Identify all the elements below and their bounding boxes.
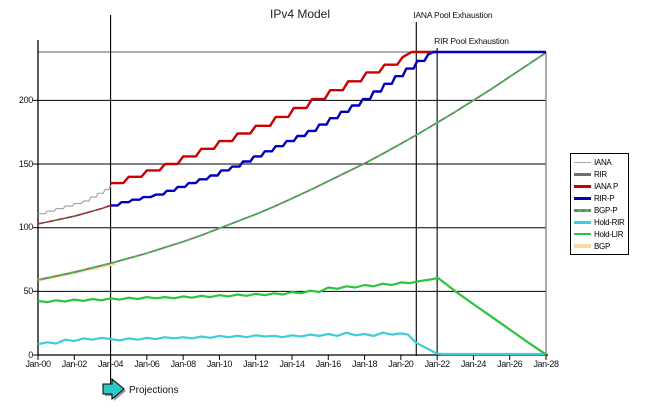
x-tick-label: Jan-00 xyxy=(25,359,51,369)
x-tick-label: Jan-22 xyxy=(424,359,451,369)
x-tick-label: Jan-10 xyxy=(206,359,233,369)
x-tick-label: Jan-04 xyxy=(98,359,124,369)
projections-label: Projections xyxy=(129,385,179,396)
x-tick-label: Jan-06 xyxy=(134,359,160,369)
legend-label: BGP-P xyxy=(594,205,618,215)
series-bgp-p-green-fit xyxy=(37,51,547,281)
series-rir-p xyxy=(110,50,546,207)
iana-pool-exhaustion-label: IANA Pool Exhaustion xyxy=(413,10,493,20)
series-iana-p xyxy=(110,50,438,185)
legend-item-rir: RIR xyxy=(571,169,628,180)
legend-swatch xyxy=(574,208,591,212)
legend-swatch xyxy=(574,244,591,248)
series-hold-lir xyxy=(37,276,547,356)
legend-item-rir-p: RIR-P xyxy=(571,193,628,204)
y-tick-label: 200 xyxy=(18,94,33,105)
series-hold-rir xyxy=(37,331,546,356)
x-tick-label: Jan-14 xyxy=(279,359,305,369)
series-bgp-p xyxy=(37,51,547,281)
x-tick-label: Jan-16 xyxy=(315,359,342,369)
x-tick-label: Jan-24 xyxy=(460,359,487,369)
legend-item-bgp-p: BGP-P xyxy=(571,205,628,216)
legend-item-hold-lir: Hold-LIR xyxy=(571,229,628,240)
legend-item-iana: IANA xyxy=(571,157,628,168)
legend-swatch xyxy=(574,233,591,235)
legend-swatch xyxy=(574,184,591,188)
y-tick-label: 0 xyxy=(28,349,33,360)
legend-swatch xyxy=(574,220,591,224)
x-tick-label: Jan-12 xyxy=(243,359,269,369)
projections-annotation: Projections xyxy=(99,376,219,404)
legend-swatch xyxy=(574,161,591,163)
legend-label: IANA xyxy=(594,157,612,167)
x-tick-label: Jan-28 xyxy=(533,359,559,369)
y-tick-label: 50 xyxy=(23,285,34,296)
series-rir-model-fit xyxy=(37,204,111,225)
legend-label: RIR xyxy=(594,169,607,179)
legend: IANA RIR IANA P RIR-P BGP-P Hold-RIR Hold-LIR B… xyxy=(570,153,629,255)
legend-item-hold-rir: Hold-RIR xyxy=(571,217,628,228)
legend-label: BGP xyxy=(594,241,610,251)
legend-label: Hold-LIR xyxy=(594,229,624,239)
legend-label: Hold-RIR xyxy=(594,217,625,227)
legend-item-bgp: BGP xyxy=(571,241,628,252)
x-tick-label: Jan-08 xyxy=(170,359,197,369)
projections-arrow-icon xyxy=(102,377,126,401)
x-tick-label: Jan-02 xyxy=(61,359,88,369)
legend-swatch xyxy=(574,196,591,200)
chart-title: IPv4 Model xyxy=(269,7,331,21)
series-iana xyxy=(38,185,112,215)
y-tick-label: 100 xyxy=(18,222,33,233)
x-tick-label: Jan-20 xyxy=(388,359,414,369)
legend-swatch xyxy=(574,172,591,176)
y-tick-label: 150 xyxy=(18,158,33,169)
x-tick-label: Jan-18 xyxy=(352,359,378,369)
legend-label: IANA P xyxy=(594,181,618,191)
legend-label: RIR-P xyxy=(594,193,615,203)
rir-pool-exhaustion-label: RIR Pool Exhaustion xyxy=(434,36,509,46)
legend-item-iana-p: IANA P xyxy=(571,181,628,192)
x-tick-label: Jan-26 xyxy=(497,359,523,369)
